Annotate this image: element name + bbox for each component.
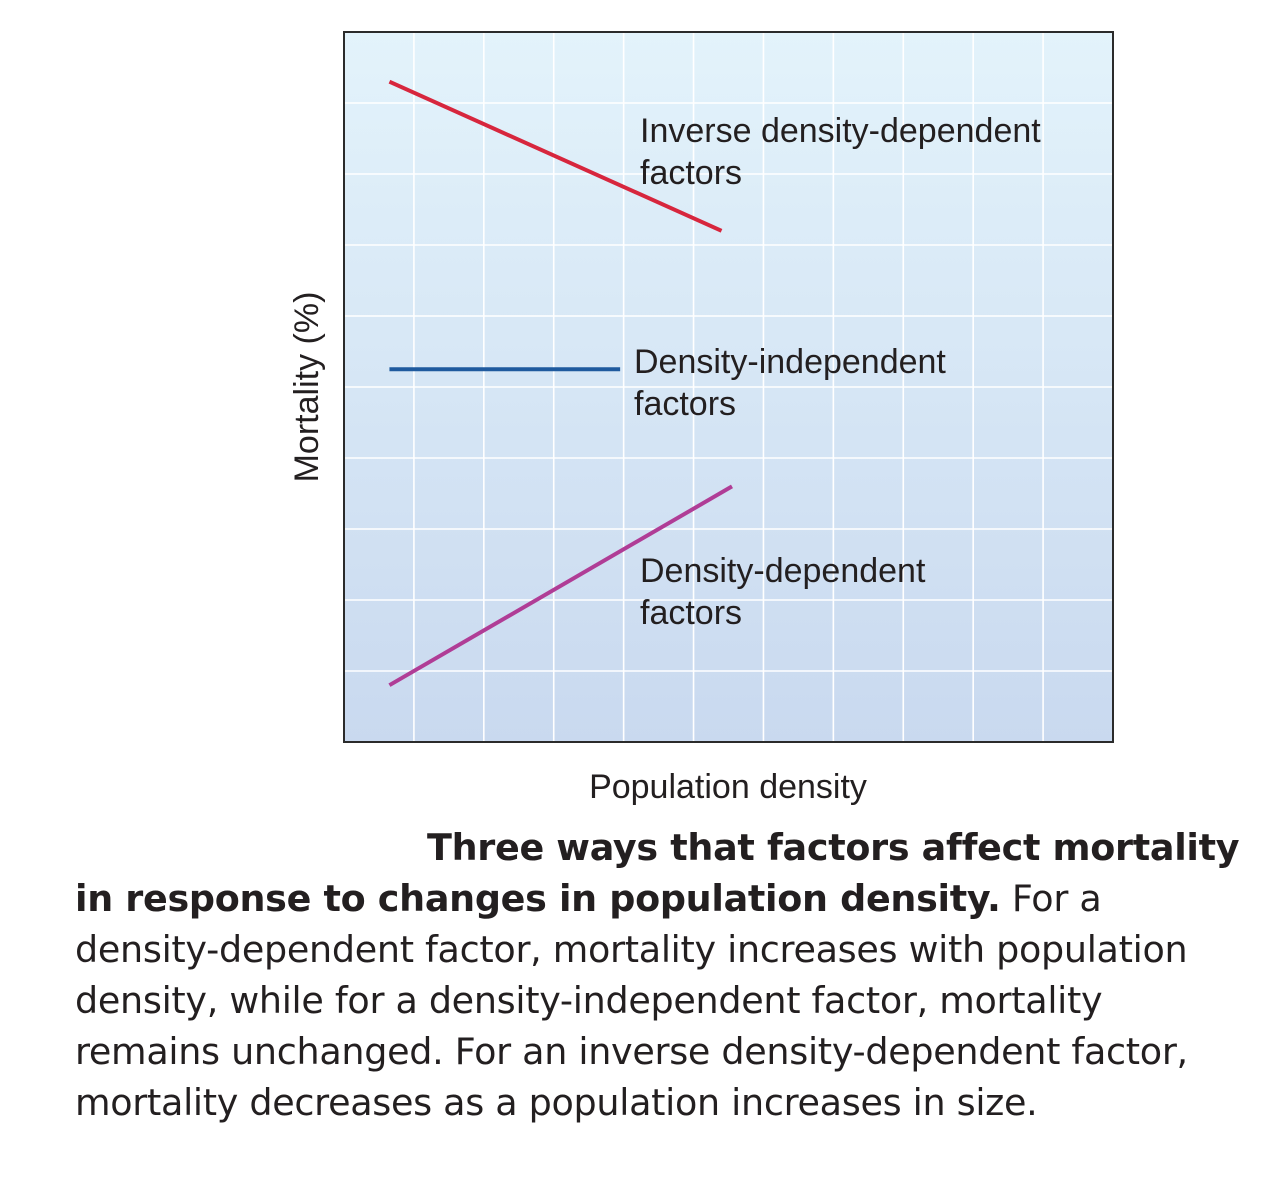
series-label-density-dependent: Density-dependent factors (640, 552, 926, 632)
caption-bold: Three ways that factors affect mortality… (75, 826, 1240, 920)
caption-text: For a density-dependent factor, mortalit… (75, 877, 1188, 1124)
chart: Inverse density-dependent factors Density-… (288, 31, 1114, 806)
series-line-density-dependent (388, 484, 733, 687)
plot-border (343, 31, 1114, 743)
series-lines (388, 79, 733, 687)
series-labels: Inverse density-dependent factors Density-… (634, 112, 1041, 632)
x-axis-label: Population density (589, 768, 867, 806)
figure-caption: Three ways that factors affect mortality… (75, 822, 1255, 1128)
grid (344, 32, 1113, 742)
series-label-inverse-density-dependent: Inverse density-dependent factors (640, 112, 1041, 192)
y-axis-label: Mortality (%) (288, 292, 326, 483)
series-line-inverse-density-dependent (388, 79, 723, 233)
series-label-density-independent: Density-independent factors (634, 343, 946, 423)
